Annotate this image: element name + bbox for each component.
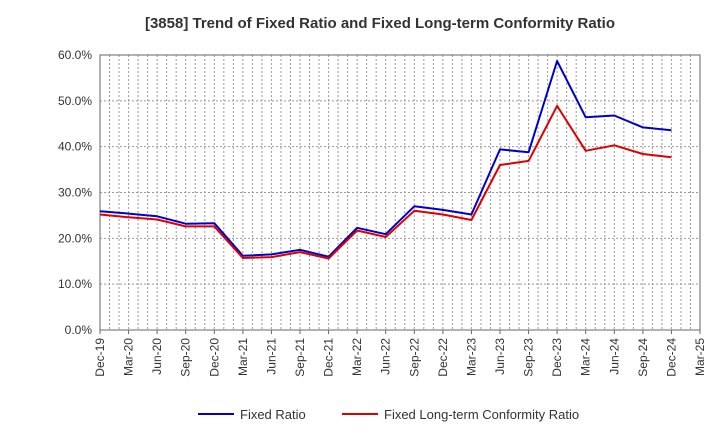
x-tick-label: Dec-21 <box>322 338 336 377</box>
x-tick-label: Jun-20 <box>150 338 164 375</box>
x-tick-label: Jun-21 <box>264 338 278 375</box>
x-tick-label: Sep-23 <box>522 338 536 377</box>
x-tick-label: Dec-24 <box>664 338 678 377</box>
y-tick-label: 10.0% <box>58 277 92 291</box>
y-tick-label: 50.0% <box>58 94 92 108</box>
series-line <box>99 60 672 258</box>
x-tick-label: Sep-21 <box>293 338 307 377</box>
x-tick-label: Mar-25 <box>693 338 707 376</box>
x-tick-label: Mar-24 <box>579 338 593 376</box>
x-tick-label: Sep-22 <box>407 338 421 377</box>
x-tick-label: Dec-23 <box>550 338 564 377</box>
x-tick-label: Dec-20 <box>207 338 221 377</box>
y-tick-label: 60.0% <box>58 48 92 62</box>
x-tick-label: Mar-20 <box>122 338 136 376</box>
x-tick-label: Sep-24 <box>636 338 650 377</box>
y-tick-label: 30.0% <box>58 186 92 200</box>
series-line <box>99 104 672 260</box>
x-tick-label: Jun-22 <box>379 338 393 375</box>
x-tick-label: Sep-20 <box>179 338 193 377</box>
x-tick-label: Mar-22 <box>350 338 364 376</box>
y-tick-label: 0.0% <box>65 323 93 337</box>
chart-title: [3858] Trend of Fixed Ratio and Fixed Lo… <box>145 15 615 32</box>
axes: 0.0% 10.0% 20.0% 30.0% 40.0% 50.0% 60.0% Dec-19… <box>58 48 707 377</box>
plot-border <box>99 54 701 331</box>
grid-lines <box>99 54 700 331</box>
x-tick-label: Mar-21 <box>236 338 250 376</box>
x-tick-label: Jun-24 <box>607 338 621 375</box>
x-tick-label: Dec-22 <box>436 338 450 377</box>
x-tick-label: Mar-23 <box>464 338 478 376</box>
series-layer <box>99 60 672 260</box>
y-tick-label: 20.0% <box>58 231 92 245</box>
legend: Fixed Ratio Fixed Long-term Conformity Ra… <box>198 407 579 422</box>
x-tick-label: Jun-23 <box>493 338 507 375</box>
y-tick-label: 40.0% <box>58 140 92 154</box>
legend-label: Fixed Long-term Conformity Ratio <box>384 407 579 422</box>
legend-label: Fixed Ratio <box>240 407 306 422</box>
x-tick-label: Dec-19 <box>93 338 107 377</box>
